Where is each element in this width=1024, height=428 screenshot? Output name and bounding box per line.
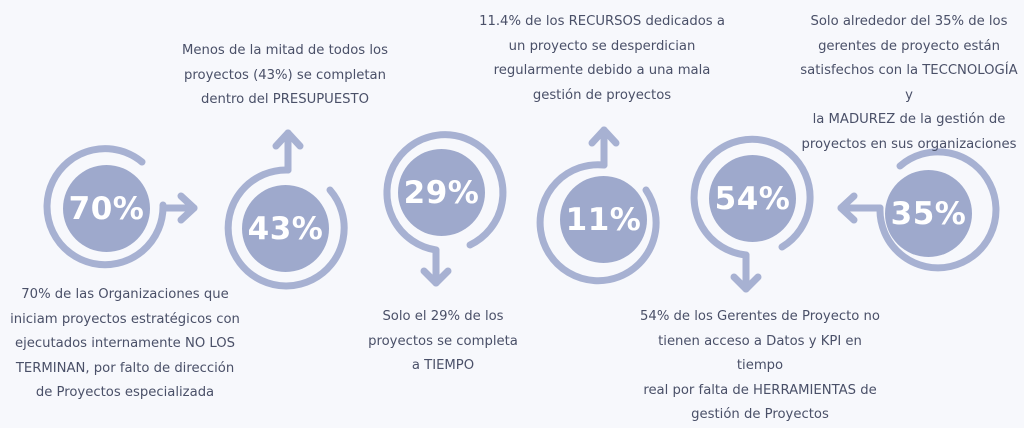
stat-caption-11: 11.4% de los RECURSOS dedicados a un pro… bbox=[479, 14, 725, 103]
stat-caption-70: 70% de las Organizaciones que iniciam pr… bbox=[10, 287, 240, 401]
ring-arrow-11 bbox=[536, 126, 660, 285]
stat-circle-11: 11% bbox=[560, 176, 647, 263]
stat-circle-70: 70% bbox=[63, 165, 150, 252]
stat-caption-43: Menos de la mitad de todos los proyectos… bbox=[182, 43, 388, 108]
ring-arrow-43 bbox=[224, 129, 348, 290]
ring-arrow-29 bbox=[383, 131, 507, 287]
stat-circle-35: 35% bbox=[885, 170, 972, 257]
stat-caption-29: Solo el 29% de los proyectos se completa… bbox=[368, 309, 518, 374]
stat-circle-43: 43% bbox=[242, 185, 329, 272]
ring-arrows bbox=[43, 126, 1000, 293]
stat-caption-35: Solo alrededor del 35% de los gerentes d… bbox=[800, 14, 1018, 152]
stat-caption-54: 54% de los Gerentes de Proyecto no tiene… bbox=[640, 309, 880, 423]
stat-circle-54: 54% bbox=[709, 155, 796, 242]
ring-arrow-35 bbox=[837, 148, 1000, 272]
ring-arrow-54 bbox=[690, 135, 814, 293]
ring-arrow-70 bbox=[43, 145, 198, 269]
stat-circle-29: 29% bbox=[398, 149, 485, 236]
